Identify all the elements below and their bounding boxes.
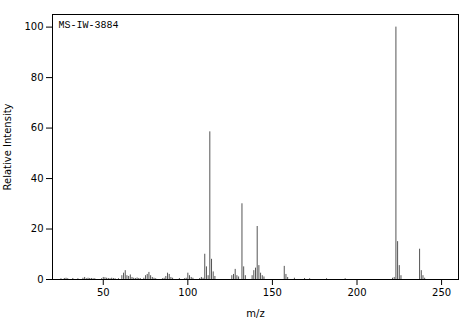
svg-text:50: 50 (97, 287, 110, 298)
svg-text:0: 0 (37, 274, 43, 285)
svg-text:40: 40 (31, 173, 44, 184)
svg-text:100: 100 (178, 287, 197, 298)
svg-text:250: 250 (432, 287, 451, 298)
svg-text:MS-IW-3884: MS-IW-3884 (59, 20, 119, 31)
svg-text:100: 100 (24, 21, 43, 32)
svg-text:150: 150 (263, 287, 282, 298)
svg-text:20: 20 (31, 223, 44, 234)
svg-text:80: 80 (31, 72, 44, 83)
svg-text:200: 200 (347, 287, 366, 298)
svg-text:m/z: m/z (246, 308, 264, 319)
svg-text:60: 60 (31, 122, 44, 133)
svg-text:Relative Intensity: Relative Intensity (2, 103, 13, 190)
